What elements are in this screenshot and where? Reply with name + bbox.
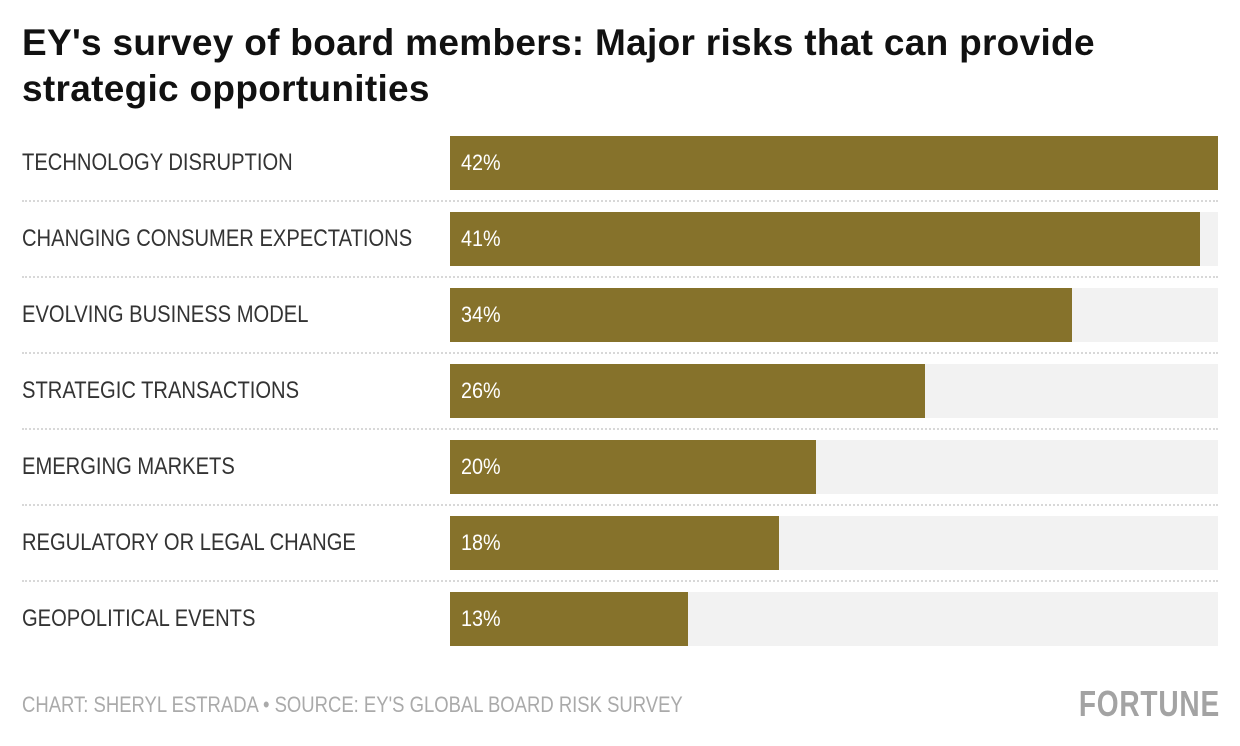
row-separator <box>22 504 1218 506</box>
category-label: TECHNOLOGY DISRUPTION <box>22 149 293 176</box>
row-separator <box>22 428 1218 430</box>
category-label: REGULATORY OR LEGAL CHANGE <box>22 529 356 556</box>
bar-row: STRATEGIC TRANSACTIONS 26% <box>0 364 1240 418</box>
bar-track: 20% <box>450 440 1218 494</box>
bar: 34% <box>450 288 1072 342</box>
category-label: EMERGING MARKETS <box>22 453 235 480</box>
fortune-logo: FORTUNE <box>1078 683 1220 724</box>
bar-track: 26% <box>450 364 1218 418</box>
data-label: 26% <box>461 378 501 403</box>
data-label: 13% <box>461 606 501 631</box>
category-label: STRATEGIC TRANSACTIONS <box>22 377 300 404</box>
data-label: 18% <box>461 530 501 555</box>
bar: 26% <box>450 364 926 418</box>
row-separator <box>22 200 1218 202</box>
data-label: 20% <box>461 454 501 479</box>
bar-track: 18% <box>450 516 1218 570</box>
data-label: 42% <box>461 150 501 175</box>
data-label: 34% <box>461 302 501 327</box>
bar-track: 41% <box>450 212 1218 266</box>
chart-title: EY's survey of board members: Major risk… <box>22 22 1095 109</box>
source-credit: CHART: SHERYL ESTRADA • SOURCE: EY'S GLO… <box>22 692 683 717</box>
category-label: CHANGING CONSUMER EXPECTATIONS <box>22 225 413 252</box>
row-separator <box>22 276 1218 278</box>
bar-row: EMERGING MARKETS 20% <box>0 440 1240 494</box>
bar: 42% <box>450 136 1218 190</box>
bar-row: GEOPOLITICAL EVENTS 13% <box>0 592 1240 646</box>
bar-track: 42% <box>450 136 1218 190</box>
bar-row: REGULATORY OR LEGAL CHANGE 18% <box>0 516 1240 570</box>
bar-track: 13% <box>450 592 1218 646</box>
bar: 18% <box>450 516 780 570</box>
bar: 41% <box>450 212 1200 266</box>
category-label: GEOPOLITICAL EVENTS <box>22 605 256 632</box>
bar-row: CHANGING CONSUMER EXPECTATIONS 41% <box>0 212 1240 266</box>
category-label: EVOLVING BUSINESS MODEL <box>22 301 309 328</box>
data-label: 41% <box>461 226 501 251</box>
row-separator <box>22 352 1218 354</box>
bar-row: EVOLVING BUSINESS MODEL 34% <box>0 288 1240 342</box>
row-separator <box>22 580 1218 582</box>
bar-row: TECHNOLOGY DISRUPTION 42% <box>0 136 1240 190</box>
bar: 13% <box>450 592 688 646</box>
bar: 20% <box>450 440 816 494</box>
bar-track: 34% <box>450 288 1218 342</box>
